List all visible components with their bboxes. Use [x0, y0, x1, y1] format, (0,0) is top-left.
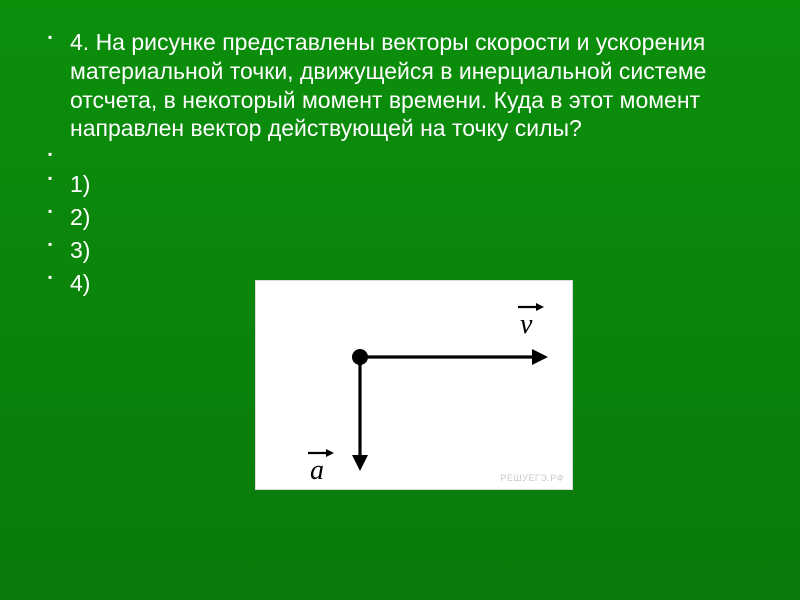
option-3: 3): [56, 235, 760, 266]
option-1-label: 1): [70, 171, 90, 197]
v-label: v: [520, 309, 533, 340]
vector-figure: v a РЕШУЕГЭ.РФ: [255, 280, 573, 490]
v-vector-arrowhead: [532, 349, 548, 365]
option-2: 2): [56, 202, 760, 233]
slide: 4. На рисунке представлены векторы скоро…: [0, 0, 800, 600]
empty-bullet: [56, 145, 760, 167]
option-2-label: 2): [70, 204, 90, 230]
option-3-label: 3): [70, 237, 90, 263]
a-label: a: [310, 455, 324, 486]
question-bullet: 4. На рисунке представлены векторы скоро…: [56, 28, 760, 143]
figure-watermark: РЕШУЕГЭ.РФ: [500, 473, 564, 483]
a-vector-arrowhead: [352, 455, 368, 471]
vector-svg: v a: [256, 281, 574, 491]
question-text: 4. На рисунке представлены векторы скоро…: [70, 28, 760, 143]
v-overbar-arrow: [536, 303, 544, 311]
option-4-label: 4): [70, 270, 90, 296]
option-1: 1): [56, 169, 760, 200]
empty-bullet-content: [70, 145, 74, 162]
a-overbar-arrow: [326, 449, 334, 457]
